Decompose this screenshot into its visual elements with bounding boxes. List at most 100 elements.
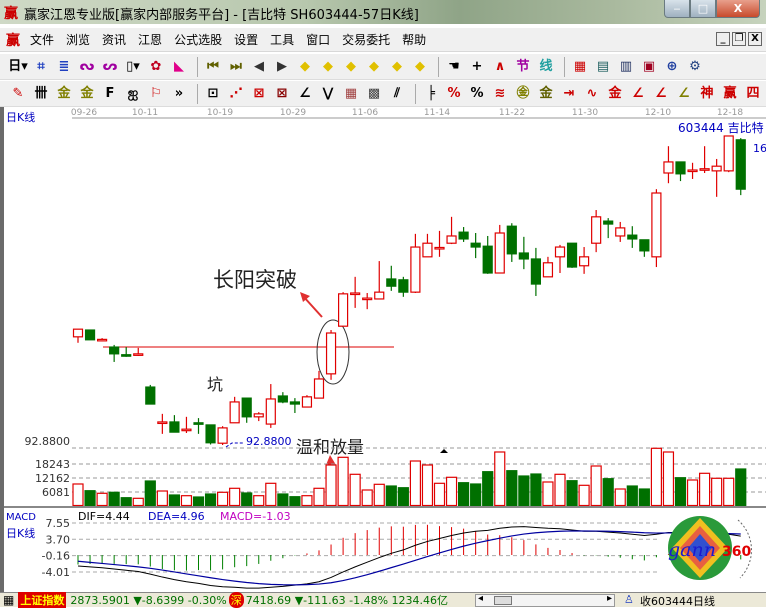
volume-bar [72,483,84,507]
percent-icon[interactable]: % [470,85,484,101]
zoom-h-diamond-icon[interactable]: ◆ [346,58,356,74]
prev-icon[interactable]: ◀ [254,58,264,74]
candle-body [434,246,445,250]
scroll-left-button[interactable]: ◂ [478,593,484,604]
volume-bar [120,497,132,507]
win-angle-icon[interactable]: 赢 [723,85,737,101]
menu-news[interactable]: 资讯 [102,33,127,47]
four-angle-icon[interactable]: 四 [746,85,760,101]
nav-right-diamond-icon[interactable]: ◆ [323,58,333,74]
nav-left-diamond-icon[interactable]: ◆ [300,58,310,74]
save-icon[interactable]: ▣ [642,58,656,74]
candle-dropdown-icon[interactable]: ▯▾ [126,58,140,74]
turnover: 1234.46亿 [391,594,449,607]
parallel-lines-icon[interactable]: ⫽ [394,85,400,101]
calculator-icon[interactable]: ▤ [596,58,610,74]
menu-formula[interactable]: 公式选股 [174,33,223,47]
menu-help[interactable]: 帮助 [402,33,427,47]
menu-trade[interactable]: 交易委托 [342,33,391,47]
chart-9-icon[interactable]: ᔕ [102,58,118,74]
candle [193,418,204,434]
gold-red-icon[interactable]: 金 [608,85,622,101]
candle-body [169,421,180,433]
kline-chart[interactable]: 日K线 09-26 10-11 10-19 10-29 11-06 11-14 11-22 1… [0,107,766,593]
first-icon[interactable]: ⏮ [207,58,219,74]
f-angle-icon[interactable]: ∠ [655,85,667,101]
volume-bar [542,481,554,507]
trade-icon[interactable]: ⚙ [689,58,701,74]
move-diamond-icon[interactable]: ◆ [415,58,425,74]
gann-square-icon[interactable]: ⊠ [276,85,288,101]
calendar-icon[interactable]: ▦ [573,58,587,74]
menu-file[interactable]: 文件 [30,33,55,47]
fan-lines-icon[interactable]: ⋰ [229,85,243,101]
minimize-button[interactable]: ‒ [664,0,690,18]
gold-2-icon[interactable]: 金 [80,85,94,101]
volume-bar [494,451,506,507]
grid-square-2-icon[interactable]: ▩ [367,85,381,101]
scroll-right-button[interactable]: ▸ [606,593,612,604]
menu-window[interactable]: 窗口 [306,33,331,47]
notes-icon[interactable]: ▥ [619,58,633,74]
menu-gann[interactable]: 江恩 [138,33,163,47]
horizontal-scrollbar[interactable]: ◂ ▸ [475,593,615,607]
angle-icon[interactable]: ∠ [299,85,311,101]
wave-icon[interactable]: ⋁ [322,85,334,101]
j-angle-icon[interactable]: ∠ [632,85,644,101]
pen-icon[interactable]: ✎ [12,85,24,101]
gold-1-icon[interactable]: 金 [57,85,71,101]
scroll-thumb[interactable] [494,596,512,605]
chart-3-icon[interactable]: ᔓ [79,58,95,74]
festival-icon[interactable]: 节 [516,58,530,74]
last-icon[interactable]: ⏭ [230,58,242,74]
volume-bar [313,487,325,507]
ruler-icon[interactable]: ╞ [427,85,435,101]
god-angle-icon[interactable]: 神 [700,85,714,101]
gold-angle-icon[interactable]: ∠ [678,85,690,101]
volume-bar [662,451,675,507]
menu-tools[interactable]: 工具 [270,33,295,47]
gann-box-icon[interactable]: ⊠ [253,85,265,101]
pattern-icon[interactable]: ✿ [150,58,162,74]
mdi-restore-button[interactable]: ❐ [732,32,746,46]
candle [446,216,457,245]
calendar-icon[interactable]: ▦ [3,593,15,607]
next-icon[interactable]: ▶ [277,58,287,74]
gold-circle-icon[interactable]: ㊎ [516,85,530,101]
kline-view-icon[interactable]: ⌗ [37,58,45,74]
draw-line-icon[interactable]: ∧ [494,58,506,74]
document-icon[interactable]: ≣ [58,58,70,74]
maximize-button[interactable]: □ [690,0,716,18]
period-day-dropdown-icon[interactable]: 日▾ [8,58,28,74]
hand-icon[interactable]: ☚ [448,58,460,74]
network-icon[interactable]: ⊕ [666,58,678,74]
crosshair-icon[interactable]: + [471,58,483,74]
menu-settings[interactable]: 设置 [234,33,259,47]
rocket-icon[interactable]: ⚐ [150,85,162,101]
cycle-icon[interactable]: 线 [539,58,553,74]
grid-square-icon[interactable]: ▦ [344,85,358,101]
index-name[interactable]: 上证指数 [18,592,67,608]
candle [506,223,517,262]
expand-diamond-icon[interactable]: ◆ [392,58,402,74]
percent-red-icon[interactable]: % [447,85,461,101]
percent-lines-icon[interactable]: ≋ [494,85,506,101]
wave-lines-icon[interactable]: ∿ [586,85,598,101]
f-tool-icon[interactable]: F [105,85,115,101]
more-icon[interactable]: » [174,85,184,101]
menu-browse[interactable]: 浏览 [66,33,91,47]
candle-body [121,354,132,357]
box-tool-icon[interactable]: ⊡ [207,85,219,101]
grid-lines-icon[interactable]: 卌 [34,85,48,101]
candle-body [72,328,84,338]
close-button[interactable]: X [716,0,760,18]
arrow-tool-icon[interactable]: ⇥ [563,85,575,101]
volume-bar [253,495,265,507]
mdi-minimize-button[interactable]: _ [716,32,730,46]
shrink-h-diamond-icon[interactable]: ◆ [369,58,379,74]
sh-index-pct: -0.30% [187,593,227,607]
gold-lines-icon[interactable]: 金 [539,85,553,101]
spiral-icon[interactable]: ஐ [127,85,139,101]
mdi-close-button[interactable]: X [748,32,762,46]
flag-icon[interactable]: ◣ [174,58,184,74]
